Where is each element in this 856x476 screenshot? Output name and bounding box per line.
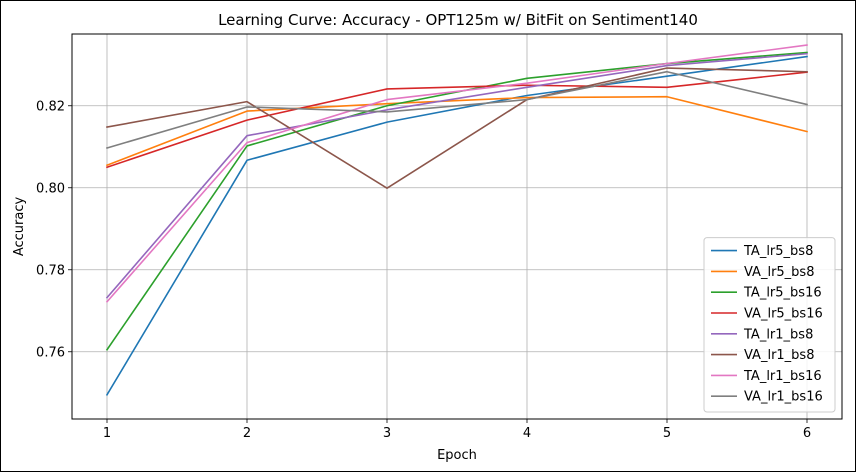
legend-label-va-lr5-bs16: VA_lr5_bs16	[744, 307, 823, 322]
legend-label-va-lr1-bs16: VA_lr1_bs16	[744, 390, 823, 405]
series-line-ta-lr5-bs16	[105, 51, 808, 351]
x-tick-label: 1	[103, 426, 111, 441]
legend-box	[703, 237, 836, 413]
legend-label-ta-lr1-bs8: TA_lr1_bs8	[743, 327, 813, 342]
legend: TA_lr5_bs8 VA_lr5_bs8 TA_lr5_bs16 VA_lr5_bs…	[703, 237, 836, 413]
plot-area-frame	[71, 33, 843, 420]
y-tick-label: 0.82	[36, 99, 65, 114]
legend-label-ta-lr1-bs16: TA_lr1_bs16	[743, 369, 822, 384]
x-tick-label: 4	[523, 426, 531, 441]
series-line-va-lr5-bs16	[105, 71, 808, 169]
legend-label-va-lr1-bs8: VA_lr1_bs8	[744, 348, 814, 363]
chart-title: Learning Curve: Accuracy - OPT125m w/ Bi…	[218, 11, 698, 29]
y-axis-label: Accuracy	[12, 197, 27, 257]
x-tick-label: 2	[243, 426, 251, 441]
grid-lines	[72, 34, 842, 419]
y-tick-label: 0.78	[36, 263, 65, 278]
x-axis-label: Epoch	[437, 448, 477, 463]
legend-label-ta-lr5-bs8: TA_lr5_bs8	[743, 244, 813, 259]
series-line-ta-lr1-bs16	[105, 44, 808, 303]
series-line-va-lr1-bs8	[106, 67, 808, 189]
series-lines	[105, 44, 808, 396]
y-tick-label: 0.80	[36, 181, 65, 196]
series-line-ta-lr1-bs8	[105, 52, 808, 299]
legend-label-va-lr5-bs8: VA_lr5_bs8	[744, 265, 814, 280]
series-line-va-lr5-bs8	[105, 95, 808, 167]
series-line-va-lr1-bs16	[106, 70, 808, 149]
y-tick-label: 0.76	[36, 345, 65, 360]
legend-label-ta-lr5-bs16: TA_lr5_bs16	[743, 286, 822, 301]
axis-ticks: 1 2 3 4 5 6 0.76 0.78 0.80 0.82	[36, 99, 811, 441]
x-tick-label: 6	[803, 426, 811, 441]
x-tick-label: 5	[663, 426, 671, 441]
x-tick-label: 3	[383, 426, 391, 441]
series-line-ta-lr5-bs8	[105, 55, 808, 396]
